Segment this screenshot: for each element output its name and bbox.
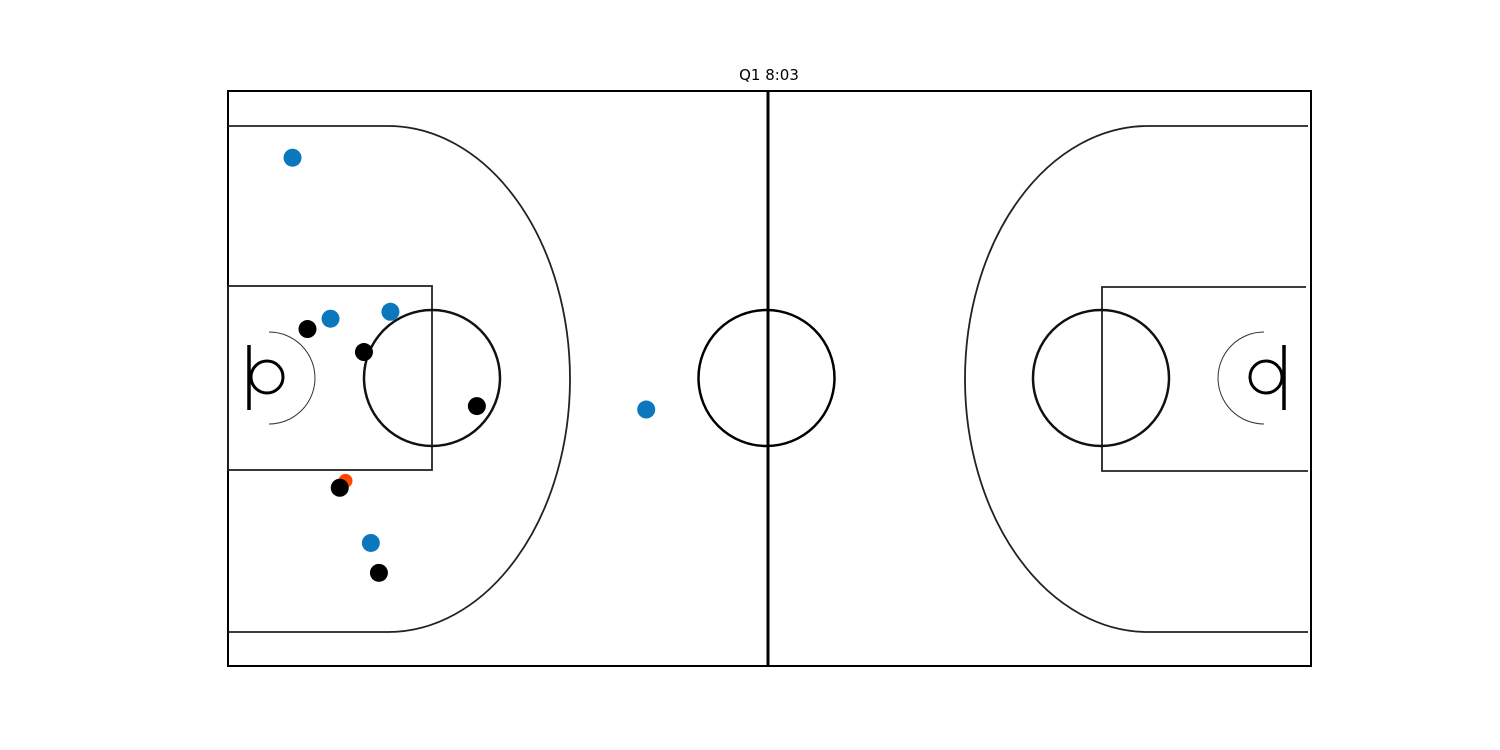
left-free-throw-circle bbox=[362, 308, 502, 448]
team-blue-player-marker bbox=[283, 148, 302, 167]
chart-title: Q1 8:03 bbox=[739, 66, 799, 84]
team-blue-player-marker bbox=[321, 309, 340, 328]
right-key bbox=[1101, 286, 1308, 472]
left-rim bbox=[249, 359, 285, 395]
right-three-point-line bbox=[964, 125, 1308, 633]
right-restricted-arc bbox=[1217, 331, 1265, 425]
right-rim bbox=[1248, 359, 1284, 395]
team-black-player-marker bbox=[467, 397, 486, 416]
team-blue-player-marker bbox=[361, 533, 380, 552]
center-circle bbox=[697, 308, 836, 448]
right-free-throw-circle bbox=[1031, 308, 1171, 448]
team-blue-player-marker bbox=[637, 400, 656, 419]
left-restricted-arc bbox=[268, 331, 316, 425]
left-half-markings bbox=[227, 125, 571, 633]
player-markers bbox=[283, 148, 656, 582]
right-half-markings bbox=[964, 125, 1308, 633]
left-three-point-line bbox=[228, 125, 571, 633]
left-key bbox=[227, 285, 433, 471]
team-blue-player-marker bbox=[381, 302, 400, 321]
team-black-player-marker bbox=[298, 320, 317, 339]
team-black-player-marker bbox=[354, 343, 373, 362]
team-black-player-marker bbox=[330, 478, 349, 497]
team-black-player-marker bbox=[369, 563, 388, 582]
